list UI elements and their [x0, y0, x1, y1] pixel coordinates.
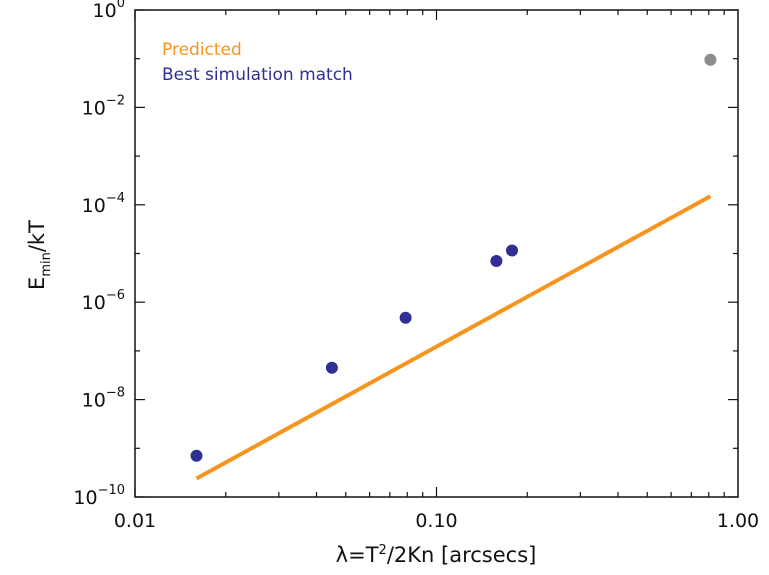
data-point-best-simulation-match: [506, 244, 518, 257]
y-axis-title: Emin/kT: [25, 220, 54, 290]
y-tick-label: 10−10: [73, 483, 125, 509]
y-axis-title-rest: /kT: [25, 220, 49, 252]
y-tick-label: 10−8: [82, 386, 125, 412]
data-point-best-simulation-match: [399, 311, 412, 324]
x-axis-ticks: 0.01 0.10 1.00: [114, 10, 759, 532]
data-point-best-simulation-match: [325, 361, 338, 374]
x-axis-title: λ=T2/2Kn [arcsecs]: [336, 543, 537, 567]
x-axis-title-sup: 2: [379, 543, 387, 558]
x-axis-title-main: λ=T: [336, 543, 379, 567]
y-axis-title-main: E: [25, 277, 49, 290]
y-tick-label: 100: [93, 0, 125, 22]
legend-entry-best-simulation-match: Best simulation match: [162, 65, 353, 85]
x-tick-label: 1.00: [717, 510, 759, 532]
y-tick-base: 10: [82, 292, 106, 314]
y-tick-exponent: −4: [106, 191, 125, 206]
legend-entry-predicted: Predicted: [162, 40, 242, 60]
data-point-best-simulation-match: [190, 449, 203, 462]
x-axis-title-rest: /2Kn [arcsecs]: [387, 543, 537, 567]
data-point-best-simulation-match: [490, 255, 503, 267]
y-tick-exponent: −8: [106, 386, 125, 401]
y-axis-title-sub: min: [39, 252, 54, 277]
y-tick-exponent: −6: [106, 288, 125, 303]
y-tick-label: 10−4: [82, 191, 125, 217]
y-tick-base: 10: [93, 0, 117, 22]
y-tick-exponent: 0: [117, 0, 125, 11]
y-tick-exponent: −10: [98, 483, 125, 498]
x-tick-label: 0.01: [114, 510, 156, 532]
series-line-predicted: [195, 194, 712, 481]
y-tick-label: 10−6: [82, 288, 125, 314]
y-tick-base: 10: [82, 97, 106, 119]
series-layer: [190, 53, 717, 481]
y-tick-label: 10−2: [82, 93, 125, 119]
data-point-highlighted: [704, 53, 717, 66]
y-tick-exponent: −2: [106, 93, 125, 108]
y-tick-base: 10: [73, 487, 97, 509]
legend: Predicted Best simulation match: [162, 40, 353, 85]
x-tick-label: 0.10: [415, 510, 457, 532]
y-tick-base: 10: [82, 195, 106, 217]
y-tick-base: 10: [82, 390, 106, 412]
